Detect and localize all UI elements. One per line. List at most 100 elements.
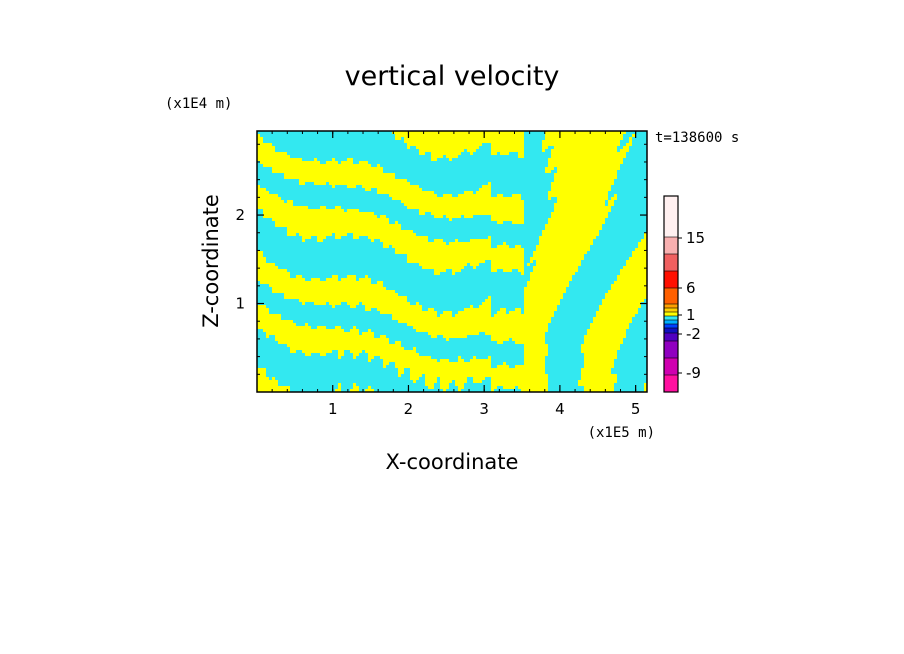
positive-region — [413, 347, 416, 350]
colorbar-label: 6 — [686, 279, 696, 297]
positive-region — [554, 206, 611, 209]
positive-region — [584, 386, 614, 389]
positive-region — [581, 374, 617, 377]
positive-region — [431, 158, 437, 161]
positive-region — [605, 293, 647, 296]
positive-region — [425, 374, 548, 377]
positive-region — [515, 341, 545, 344]
positive-region — [497, 365, 509, 368]
positive-region — [419, 212, 425, 215]
positive-region — [491, 338, 509, 341]
positive-region — [440, 359, 449, 362]
positive-region — [257, 308, 269, 311]
positive-region — [392, 245, 491, 248]
positive-region — [257, 260, 266, 263]
positive-region — [500, 308, 506, 311]
positive-region — [542, 143, 620, 146]
positive-region — [629, 137, 632, 140]
positive-region — [257, 377, 269, 380]
y-axis-ticks: 12 — [235, 143, 647, 375]
positive-region — [476, 191, 491, 194]
positive-region — [554, 176, 617, 179]
positive-region — [257, 149, 275, 152]
positive-region — [392, 131, 524, 134]
positive-region — [272, 170, 383, 173]
time-label: t=138600 s — [655, 130, 739, 146]
positive-region — [350, 350, 362, 353]
positive-region — [275, 221, 389, 224]
positive-region — [443, 389, 446, 392]
positive-region — [407, 254, 524, 257]
positive-region — [524, 296, 563, 299]
positive-region — [347, 185, 356, 188]
colorbar-level — [664, 316, 678, 320]
positive-region — [257, 311, 269, 314]
positive-region — [377, 281, 383, 284]
positive-region — [257, 137, 263, 140]
positive-region — [257, 152, 287, 155]
positive-region — [380, 335, 386, 338]
positive-region — [395, 134, 524, 137]
positive-region — [425, 383, 434, 386]
colorbar-level — [664, 304, 678, 308]
positive-region — [548, 158, 623, 161]
positive-region — [497, 341, 503, 344]
positive-region — [440, 380, 452, 383]
positive-region — [353, 386, 359, 389]
positive-region — [611, 287, 647, 290]
x-axis-label: X-coordinate — [386, 450, 519, 474]
positive-region — [545, 227, 602, 230]
positive-region — [395, 221, 398, 224]
positive-region — [380, 311, 437, 314]
positive-region — [638, 242, 647, 245]
positive-region — [284, 176, 395, 179]
positive-region — [545, 134, 623, 137]
x-tick-label: 1 — [328, 400, 338, 418]
positive-region — [467, 149, 476, 152]
positive-region — [632, 134, 635, 137]
positive-region — [488, 182, 491, 185]
positive-region — [350, 305, 356, 308]
positive-region — [338, 386, 341, 389]
positive-region — [263, 329, 344, 332]
positive-region — [434, 269, 446, 272]
positive-region — [410, 374, 422, 377]
positive-region — [554, 146, 617, 149]
positive-region — [542, 233, 599, 236]
positive-region — [284, 296, 407, 299]
positive-region — [329, 302, 341, 305]
positive-region — [257, 188, 266, 191]
positive-region — [329, 182, 410, 185]
positive-region — [482, 302, 491, 305]
positive-region — [398, 374, 401, 377]
positive-region — [257, 380, 278, 383]
colorbar-level — [664, 328, 678, 333]
positive-region — [542, 149, 545, 152]
positive-region — [605, 296, 647, 299]
positive-region — [584, 353, 617, 356]
positive-region — [458, 194, 491, 197]
positive-region — [260, 161, 320, 164]
positive-region — [536, 263, 581, 266]
positive-region — [257, 317, 281, 320]
positive-region — [557, 197, 608, 200]
positive-region — [530, 272, 575, 275]
positive-region — [644, 389, 647, 392]
positive-region — [263, 212, 374, 215]
positive-region — [419, 209, 524, 212]
positive-region — [257, 266, 278, 269]
positive-region — [398, 320, 551, 323]
positive-region — [530, 278, 572, 281]
positive-region — [551, 212, 608, 215]
positive-region — [584, 359, 614, 362]
positive-region — [416, 302, 419, 305]
colorbar-level — [664, 312, 678, 316]
positive-region — [257, 389, 290, 392]
positive-region — [287, 233, 296, 236]
positive-region — [362, 185, 419, 188]
positive-region — [425, 380, 437, 383]
colorbar-label: -2 — [686, 325, 701, 343]
positive-region — [428, 308, 434, 311]
positive-region — [539, 236, 596, 239]
positive-region — [365, 275, 368, 278]
